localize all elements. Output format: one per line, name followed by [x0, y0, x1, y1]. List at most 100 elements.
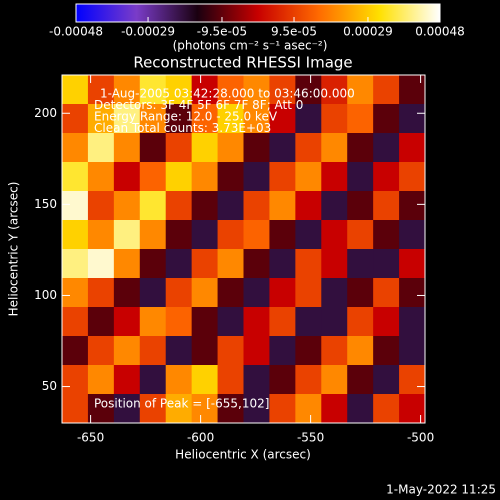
image-cell — [243, 278, 270, 308]
image-cell — [321, 133, 348, 163]
image-cell — [295, 394, 322, 424]
image-cell — [217, 278, 244, 308]
y-tick-label: 100 — [34, 288, 57, 302]
image-cell — [62, 133, 89, 163]
image-cell — [87, 191, 115, 221]
image-cell — [113, 249, 141, 279]
image-cell — [321, 104, 348, 134]
image-cell — [399, 220, 426, 250]
image-cell — [217, 336, 244, 366]
image-cell — [269, 162, 296, 192]
image-cell — [62, 75, 89, 105]
colorbar-tick-label: -9.5e-05 — [197, 25, 247, 39]
image-cell — [243, 162, 270, 192]
y-axis-label: Heliocentric Y (arcsec) — [7, 182, 21, 317]
colorbar-tick-label: 0.00048 — [415, 25, 465, 39]
image-cell — [373, 75, 400, 105]
image-cell — [269, 133, 296, 163]
peak-label: Position of Peak = [-655,102] — [94, 397, 269, 411]
image-cell — [191, 133, 219, 163]
image-cell — [217, 307, 244, 337]
image-cell — [295, 133, 322, 163]
image-cell — [113, 307, 141, 337]
image-cell — [139, 365, 167, 395]
image-cell — [217, 75, 244, 105]
image-cell — [269, 249, 296, 279]
image-cell — [243, 365, 270, 395]
image-cell — [373, 365, 400, 395]
image-cell — [139, 307, 167, 337]
image-cell — [165, 104, 193, 134]
image-cell — [165, 220, 193, 250]
image-cell — [269, 307, 296, 337]
image-cell — [62, 220, 89, 250]
image-cell — [87, 278, 115, 308]
image-cell — [295, 75, 322, 105]
image-cell — [243, 133, 270, 163]
image-cell — [243, 220, 270, 250]
image-cell — [321, 162, 348, 192]
image-cell — [321, 75, 348, 105]
image-cell — [295, 162, 322, 192]
plot-frame — [61, 74, 426, 424]
colorbar-tick-label: -0.00048 — [49, 25, 103, 39]
image-cell — [191, 191, 219, 221]
image-cell — [373, 162, 400, 192]
colorbar — [75, 3, 441, 23]
image-cell — [295, 336, 322, 366]
image-cell — [347, 365, 374, 395]
image-cell — [62, 307, 89, 337]
image-cell — [217, 133, 244, 163]
image-cell — [113, 133, 141, 163]
x-tick-label: -500 — [407, 431, 434, 445]
image-cell — [87, 75, 115, 105]
image-cell — [347, 191, 374, 221]
annotation: Detectors: 3F 4F 5F 6F 7F 8F; Att 0 — [94, 98, 303, 112]
y-tick-label: 50 — [42, 379, 57, 393]
image-cell — [269, 394, 296, 424]
image-cell — [139, 162, 167, 192]
image-cell — [399, 394, 426, 424]
image-cell — [191, 394, 219, 424]
image-cell — [113, 220, 141, 250]
image-cell — [373, 133, 400, 163]
y-tick-label: 150 — [34, 197, 57, 211]
image-cell — [87, 394, 115, 424]
image-cell — [399, 75, 426, 105]
image-cell — [269, 278, 296, 308]
image-cell — [139, 133, 167, 163]
image-cell — [243, 394, 270, 424]
image-cell — [62, 162, 89, 192]
image-cell — [62, 249, 89, 279]
image-cell — [243, 104, 270, 134]
image-cell — [321, 278, 348, 308]
image-cell — [191, 162, 219, 192]
image-cell — [295, 278, 322, 308]
image-cell — [139, 278, 167, 308]
image-cell — [87, 104, 115, 134]
x-tick-label: -650 — [77, 431, 104, 445]
image-cell — [139, 75, 167, 105]
image-cell — [139, 220, 167, 250]
image-cell — [217, 162, 244, 192]
image — [62, 75, 426, 424]
image-cell — [165, 278, 193, 308]
image-cell — [321, 365, 348, 395]
image-cell — [62, 336, 89, 366]
colorbar-tick-label: -0.00029 — [121, 25, 175, 39]
image-cell — [191, 278, 219, 308]
image-cell — [113, 104, 141, 134]
image-cell — [113, 191, 141, 221]
image-cell — [321, 220, 348, 250]
image-cell — [87, 249, 115, 279]
image-cell — [373, 220, 400, 250]
annotation: Clean Total counts: 3.73E+03 — [94, 121, 271, 135]
image-cell — [165, 75, 193, 105]
image-cell — [217, 191, 244, 221]
image-cell — [295, 220, 322, 250]
image-cell — [87, 133, 115, 163]
image-cell — [87, 307, 115, 337]
image-cell — [399, 336, 426, 366]
image-cell — [269, 365, 296, 395]
colorbar-tick-label: 9.5e-05 — [271, 25, 317, 39]
